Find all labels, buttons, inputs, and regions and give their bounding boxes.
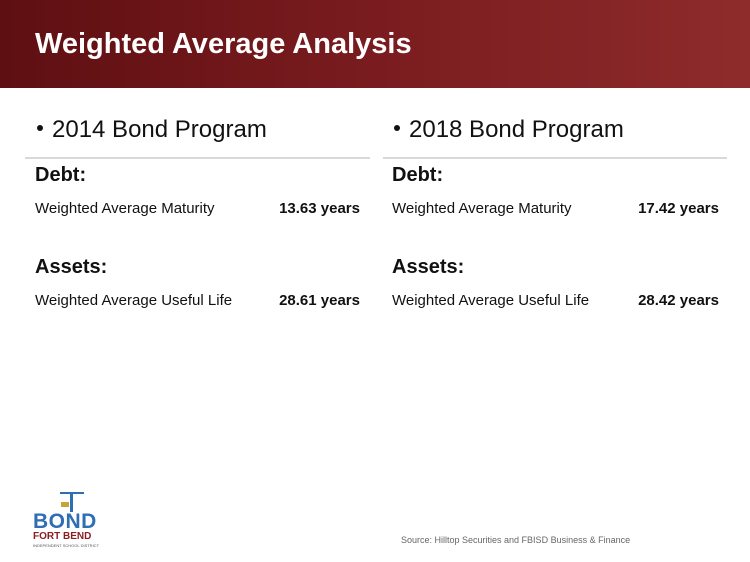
row-label: Weighted Average Useful Life <box>35 292 233 309</box>
divider <box>25 157 370 159</box>
slide-title: Weighted Average Analysis <box>35 28 412 60</box>
column-heading: 2018 Bond Program <box>394 116 624 144</box>
logo-tagline: INDEPENDENT SCHOOL DISTRICT <box>33 543 100 548</box>
row-value: 17.42 years <box>638 200 719 217</box>
section-label: Debt: <box>392 164 444 186</box>
row-value: 13.63 years <box>279 200 360 217</box>
section-label: Assets: <box>392 256 465 278</box>
heading-text: 2018 Bond Program <box>409 116 624 143</box>
header-band <box>0 0 750 88</box>
row-label: Weighted Average Maturity <box>35 200 215 217</box>
row-label: Weighted Average Maturity <box>392 200 572 217</box>
divider <box>383 157 727 159</box>
bullet <box>37 124 43 131</box>
heading-text: 2014 Bond Program <box>52 116 267 143</box>
row-value: 28.42 years <box>638 292 719 309</box>
logo-name: BOND <box>33 510 97 533</box>
row-label: Weighted Average Useful Life <box>392 292 590 309</box>
row-value: 28.61 years <box>279 292 360 309</box>
section-label: Assets: <box>35 256 108 278</box>
logo-crane <box>60 492 84 512</box>
column-heading: 2014 Bond Program <box>37 116 267 144</box>
source-note: Source: Hilltop Securities and FBISD Bus… <box>401 535 631 545</box>
logo-subtitle: FORT BEND <box>33 531 92 542</box>
section-label: Debt: <box>35 164 87 186</box>
bullet <box>394 124 400 131</box>
